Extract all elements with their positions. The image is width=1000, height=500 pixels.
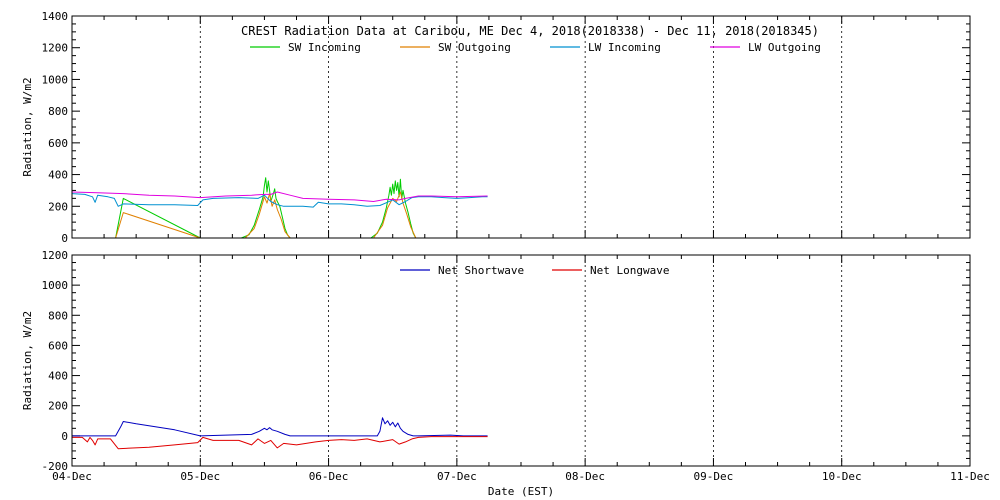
series-line-4 — [71, 191, 488, 202]
x-axis-label: Date (EST) — [488, 485, 554, 498]
y-tick-label: 0 — [61, 430, 68, 443]
plot-frame — [71, 15, 971, 239]
y-tick-label: 1200 — [42, 249, 69, 262]
y-tick-label: 600 — [48, 339, 68, 352]
x-tick-label: 08-Dec — [565, 470, 605, 483]
legend-label-3: LW Incoming — [588, 41, 661, 54]
x-tick-label: 10-Dec — [822, 470, 862, 483]
y-tick-label: 400 — [48, 169, 68, 182]
y-axis-label: Radiation, W/m2 — [21, 311, 34, 410]
x-tick-label: 05-Dec — [180, 470, 220, 483]
y-tick-label: 200 — [48, 400, 68, 413]
x-tick-label: 09-Dec — [694, 470, 734, 483]
series-line-2 — [72, 436, 488, 450]
chart-panel-1: 0 200 400 600 800 1000 1200 1400 Radiation, W/m2… — [21, 10, 971, 245]
series-line-2 — [115, 191, 417, 239]
y-tick-label: 1000 — [42, 73, 69, 86]
series-line-3 — [71, 193, 488, 208]
y-tick-label: 800 — [48, 309, 68, 322]
y-tick-label: 600 — [48, 137, 68, 150]
x-tick-label: 07-Dec — [437, 470, 477, 483]
y-tick-label: 400 — [48, 370, 68, 383]
y-tick-label: 1000 — [42, 279, 69, 292]
y-tick-label: 200 — [48, 200, 68, 213]
plot-frame — [71, 254, 971, 467]
legend-label-1: Net Shortwave — [438, 264, 524, 277]
series-line-1 — [115, 177, 417, 239]
y-tick-label: 1200 — [42, 42, 69, 55]
legend-label-1: SW Incoming — [288, 41, 361, 54]
y-tick-label: -200 — [42, 460, 69, 473]
series-line-1 — [72, 417, 488, 437]
chart-panel-2: -200 0 200 400 600 800 1000 1200 04-Dec 05-Dec 06-… — [21, 249, 990, 498]
legend-label-2: SW Outgoing — [438, 41, 511, 54]
y-tick-label: 800 — [48, 105, 68, 118]
x-tick-label: 06-Dec — [309, 470, 349, 483]
legend-label-4: LW Outgoing — [748, 41, 821, 54]
chart-title: CREST Radiation Data at Caribou, ME Dec … — [241, 24, 819, 38]
y-axis-label: Radiation, W/m2 — [21, 77, 34, 176]
x-tick-label: 04-Dec — [52, 470, 92, 483]
x-tick-label: 11-Dec — [950, 470, 990, 483]
legend-label-2: Net Longwave — [590, 264, 669, 277]
y-tick-label: 0 — [61, 232, 68, 245]
y-tick-label: 1400 — [42, 10, 69, 23]
